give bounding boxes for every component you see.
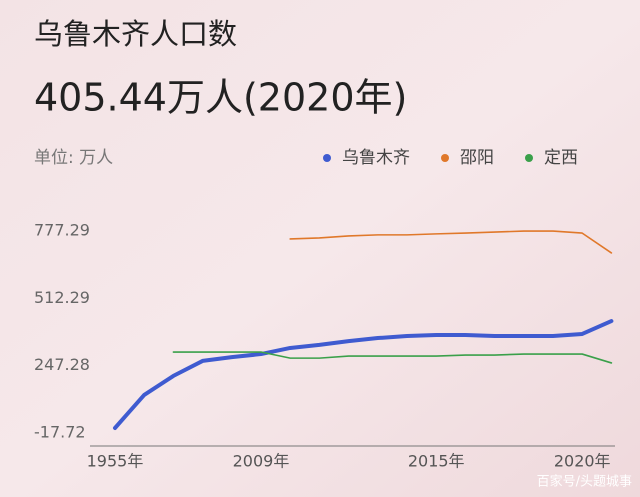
series-line <box>113 319 614 430</box>
x-tick-label: 2015年 <box>408 452 465 471</box>
legend-marker <box>525 154 533 162</box>
watermark: 百家号/头题城事 <box>537 474 632 490</box>
x-tick-label: 2009年 <box>233 452 290 471</box>
x-tick-label: 2020年 <box>554 452 611 471</box>
chart-title: 乌鲁木齐人口数 <box>34 17 237 51</box>
legend-marker <box>323 154 331 162</box>
legend-marker <box>441 154 449 162</box>
x-tick-label: 1955年 <box>87 452 144 471</box>
y-tick-label: 247.28 <box>34 355 90 374</box>
y-tick-label: -17.72 <box>34 423 86 442</box>
unit-label: 单位: 万人 <box>34 148 113 168</box>
legend-label: 定西 <box>544 148 578 168</box>
y-tick-label: 777.29 <box>34 221 90 240</box>
legend-label: 邵阳 <box>460 148 494 168</box>
y-tick-label: 512.29 <box>34 288 90 307</box>
series-line <box>289 230 613 254</box>
legend-label: 乌鲁木齐 <box>342 148 410 168</box>
chart-subtitle: 405.44万人(2020年) <box>34 76 407 120</box>
series-line <box>172 351 613 364</box>
